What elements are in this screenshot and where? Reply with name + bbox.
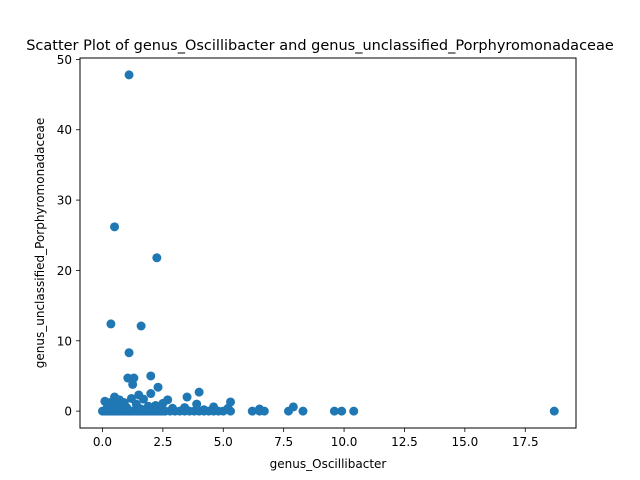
data-point (284, 406, 293, 416)
data-point (106, 319, 116, 329)
data-point (110, 222, 120, 232)
y-tick-label: 50 (57, 53, 72, 67)
chart-title: Scatter Plot of genus_Oscillibacter and … (26, 38, 614, 54)
x-axis-ticks: 0.0 2.5 5.0 7.5 10.0 12.5 15.0 17.5 (93, 428, 539, 449)
data-point (139, 394, 149, 404)
data-point (152, 253, 162, 263)
data-point (124, 348, 134, 358)
data-point (128, 379, 138, 389)
data-point (329, 406, 339, 416)
data-point (298, 406, 308, 416)
y-tick-label: 30 (57, 194, 72, 208)
x-tick-label: 2.5 (153, 435, 172, 449)
data-point (349, 406, 359, 416)
x-tick-label: 15.0 (452, 435, 479, 449)
y-tick-label: 0 (64, 405, 72, 419)
data-point (192, 399, 202, 409)
x-tick-label: 7.5 (274, 435, 293, 449)
y-tick-label: 10 (57, 334, 72, 348)
data-point (146, 389, 156, 399)
y-tick-label: 40 (57, 123, 72, 137)
y-axis-ticks: 0 10 20 30 40 50 (57, 53, 80, 419)
x-tick-label: 12.5 (391, 435, 418, 449)
points-layer (97, 70, 559, 416)
y-axis-label: genus_unclassified_Porphyromonadaceae (33, 118, 47, 368)
y-tick-label: 20 (57, 264, 72, 278)
data-point (146, 371, 156, 381)
data-point (194, 387, 204, 397)
x-tick-label: 17.5 (512, 435, 539, 449)
x-tick-label: 5.0 (214, 435, 233, 449)
data-point (158, 398, 168, 408)
data-point (549, 406, 559, 416)
data-point (259, 406, 269, 416)
x-tick-label: 0.0 (93, 435, 112, 449)
data-point (218, 406, 228, 416)
data-point (226, 406, 236, 416)
x-axis-label: genus_Oscillibacter (270, 457, 387, 471)
data-point (153, 382, 163, 392)
data-point (247, 406, 257, 416)
data-point (182, 392, 192, 402)
data-point (337, 406, 347, 416)
x-tick-label: 10.0 (331, 435, 358, 449)
plot-frame (79, 57, 577, 429)
data-point (124, 70, 134, 80)
data-point (136, 321, 146, 331)
